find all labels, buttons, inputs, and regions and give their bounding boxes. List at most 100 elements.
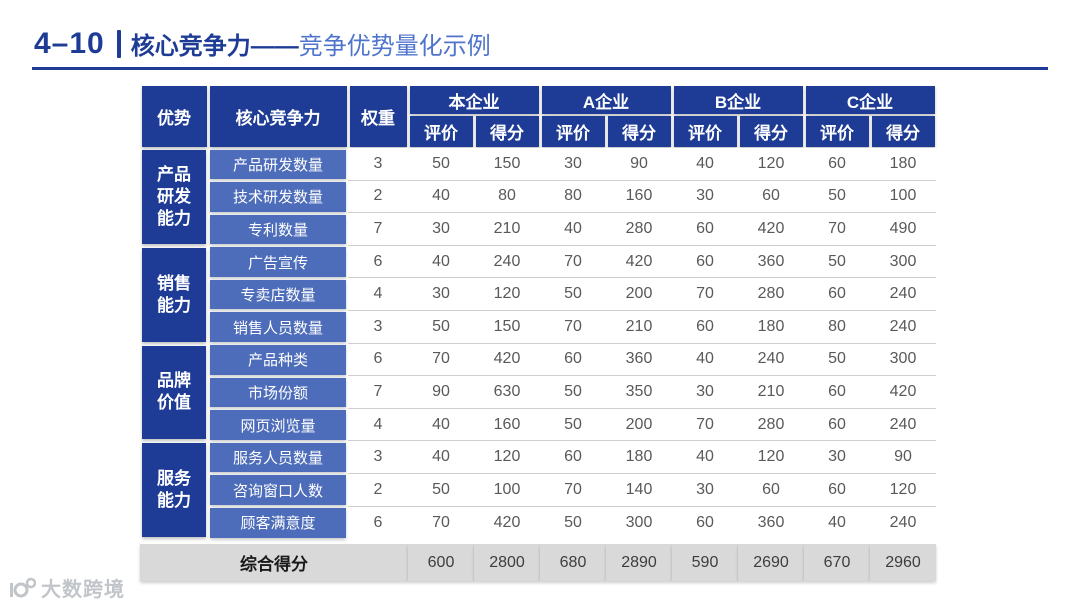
score-value: 70	[804, 213, 870, 246]
weight-value: 3	[348, 148, 408, 181]
score-value: 420	[606, 245, 672, 279]
score-value: 60	[804, 408, 870, 442]
score-value: 70	[408, 343, 474, 377]
header-core-competitiveness: 核心竞争力	[209, 86, 347, 147]
header-company-b: B企业	[673, 86, 803, 114]
score-value: 30	[540, 148, 606, 181]
score-value: 60	[672, 506, 738, 540]
score-value: 150	[474, 148, 540, 181]
score-value: 30	[672, 376, 738, 409]
score-value: 30	[408, 278, 474, 311]
weight-value: 2	[348, 473, 408, 507]
score-value: 60	[672, 213, 738, 246]
footer-total-value: 2800	[474, 544, 540, 582]
score-value: 180	[738, 310, 804, 344]
competitiveness-label: 市场份额	[210, 377, 346, 408]
competitiveness-label: 咨询窗口人数	[210, 475, 346, 506]
title-underline	[32, 67, 1048, 70]
brand-logo-icon	[10, 577, 36, 597]
score-value: 210	[606, 310, 672, 344]
competitiveness-label: 技术研发数量	[210, 182, 346, 212]
title-divider	[116, 29, 121, 58]
competitiveness-label: 广告宣传	[210, 247, 346, 277]
score-value: 40	[408, 441, 474, 474]
weight-value: 6	[348, 343, 408, 377]
score-value: 50	[804, 343, 870, 377]
header-weight: 权重	[349, 86, 407, 147]
score-value: 80	[540, 180, 606, 214]
score-value: 40	[408, 180, 474, 214]
weight-value: 2	[348, 180, 408, 214]
subheader-score-a: 得分	[607, 116, 671, 147]
score-value: 70	[672, 408, 738, 442]
score-value: 210	[474, 213, 540, 246]
score-value: 490	[870, 213, 936, 246]
score-value: 360	[738, 245, 804, 279]
score-value: 200	[606, 278, 672, 311]
competitiveness-label: 专利数量	[210, 214, 346, 245]
header-company-our: 本企业	[409, 86, 539, 114]
weight-value: 3	[348, 441, 408, 474]
subheader-score-b: 得分	[739, 116, 803, 147]
score-value: 140	[606, 473, 672, 507]
score-value: 100	[870, 180, 936, 214]
score-value: 160	[606, 180, 672, 214]
competitiveness-label: 产品种类	[210, 345, 346, 375]
weight-value: 7	[348, 376, 408, 409]
competitiveness-label: 专卖店数量	[210, 279, 346, 310]
subheader-eval-b: 评价	[673, 116, 737, 147]
score-value: 120	[738, 441, 804, 474]
footer-total-value: 600	[408, 544, 474, 582]
footer-total-value: 670	[804, 544, 870, 582]
advantage-group-label: 销售 能力	[142, 247, 206, 342]
footer-total-value: 590	[672, 544, 738, 582]
score-value: 240	[870, 408, 936, 442]
score-value: 100	[474, 473, 540, 507]
score-value: 120	[474, 441, 540, 474]
score-value: 90	[606, 148, 672, 181]
watermark-brand-text: 大数跨境	[41, 579, 125, 601]
subheader-eval-our: 评价	[409, 116, 473, 147]
subheader-eval-c: 评价	[805, 116, 869, 147]
score-value: 30	[408, 213, 474, 246]
slide-title: 4–10 核心竞争力—— 竞争优势量化示例	[34, 26, 491, 61]
score-value: 80	[474, 180, 540, 214]
score-value: 300	[606, 506, 672, 540]
score-value: 180	[870, 148, 936, 181]
title-subtitle: 竞争优势量化示例	[298, 33, 491, 60]
score-value: 40	[672, 441, 738, 474]
score-value: 420	[870, 376, 936, 409]
competitiveness-label: 销售人员数量	[210, 312, 346, 343]
score-value: 50	[540, 278, 606, 311]
score-value: 40	[540, 213, 606, 246]
score-value: 150	[474, 310, 540, 344]
advantage-group-label: 服务 能力	[142, 443, 206, 538]
score-value: 350	[606, 376, 672, 409]
score-value: 240	[474, 245, 540, 279]
score-value: 30	[672, 180, 738, 214]
title-main: 核心竞争力——	[130, 33, 299, 60]
score-value: 70	[540, 245, 606, 279]
score-value: 160	[474, 408, 540, 442]
score-value: 60	[540, 343, 606, 377]
weight-value: 6	[348, 245, 408, 279]
score-value: 50	[540, 376, 606, 409]
score-value: 60	[540, 441, 606, 474]
score-value: 120	[738, 148, 804, 181]
score-value: 420	[474, 343, 540, 377]
score-value: 90	[870, 441, 936, 474]
score-value: 50	[804, 180, 870, 214]
score-value: 80	[804, 310, 870, 344]
score-value: 60	[672, 310, 738, 344]
score-value: 40	[672, 343, 738, 377]
score-value: 280	[738, 278, 804, 311]
score-value: 70	[540, 310, 606, 344]
score-value: 240	[738, 343, 804, 377]
score-value: 60	[672, 245, 738, 279]
competitiveness-label: 产品研发数量	[210, 149, 346, 180]
score-value: 200	[606, 408, 672, 442]
score-value: 420	[474, 506, 540, 540]
competitiveness-table: 优势 核心竞争力 权重 本企业 A企业 B企业 C企业 评价 得分 评价 得分 …	[140, 85, 936, 582]
score-value: 50	[408, 310, 474, 344]
